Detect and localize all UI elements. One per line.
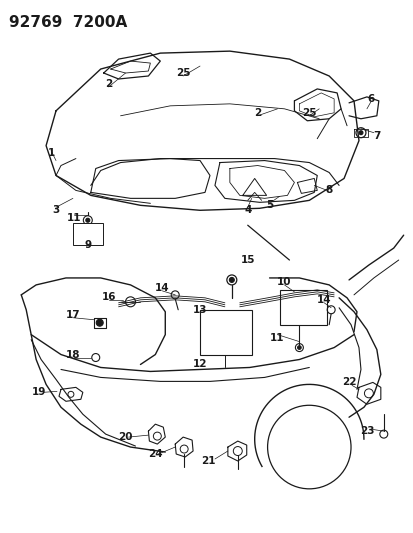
- Text: 3: 3: [52, 205, 59, 215]
- Text: 21: 21: [200, 456, 215, 466]
- Bar: [73, 223, 102, 245]
- Text: 15: 15: [240, 255, 254, 265]
- Text: 17: 17: [65, 310, 80, 320]
- Text: 2: 2: [254, 108, 261, 118]
- Text: 12: 12: [192, 359, 207, 369]
- Text: 11: 11: [270, 333, 284, 343]
- Text: 25: 25: [301, 108, 316, 118]
- Text: 14: 14: [316, 295, 331, 305]
- Text: 24: 24: [148, 449, 162, 459]
- Bar: [279, 290, 326, 325]
- Text: 6: 6: [366, 94, 374, 104]
- Text: 18: 18: [66, 350, 80, 360]
- Text: 16: 16: [101, 292, 116, 302]
- Text: 25: 25: [176, 68, 190, 78]
- Text: 7: 7: [372, 131, 380, 141]
- Text: 1: 1: [47, 148, 55, 158]
- Text: 2: 2: [105, 79, 112, 89]
- Circle shape: [85, 218, 90, 222]
- Circle shape: [358, 131, 362, 135]
- Bar: [199, 310, 251, 354]
- Text: 92769  7200A: 92769 7200A: [9, 15, 127, 30]
- Text: 10: 10: [277, 277, 291, 287]
- Circle shape: [96, 319, 103, 326]
- Circle shape: [297, 346, 300, 349]
- Text: 4: 4: [243, 205, 251, 215]
- Text: 8: 8: [325, 185, 332, 196]
- Text: 5: 5: [265, 200, 273, 211]
- Text: 23: 23: [359, 426, 373, 436]
- Text: 14: 14: [154, 283, 169, 293]
- Text: 13: 13: [192, 305, 207, 315]
- Circle shape: [229, 278, 234, 282]
- Text: 19: 19: [32, 387, 46, 397]
- Text: 9: 9: [84, 240, 91, 250]
- Text: 22: 22: [341, 377, 356, 387]
- Text: 11: 11: [66, 213, 81, 223]
- Text: 20: 20: [118, 432, 133, 442]
